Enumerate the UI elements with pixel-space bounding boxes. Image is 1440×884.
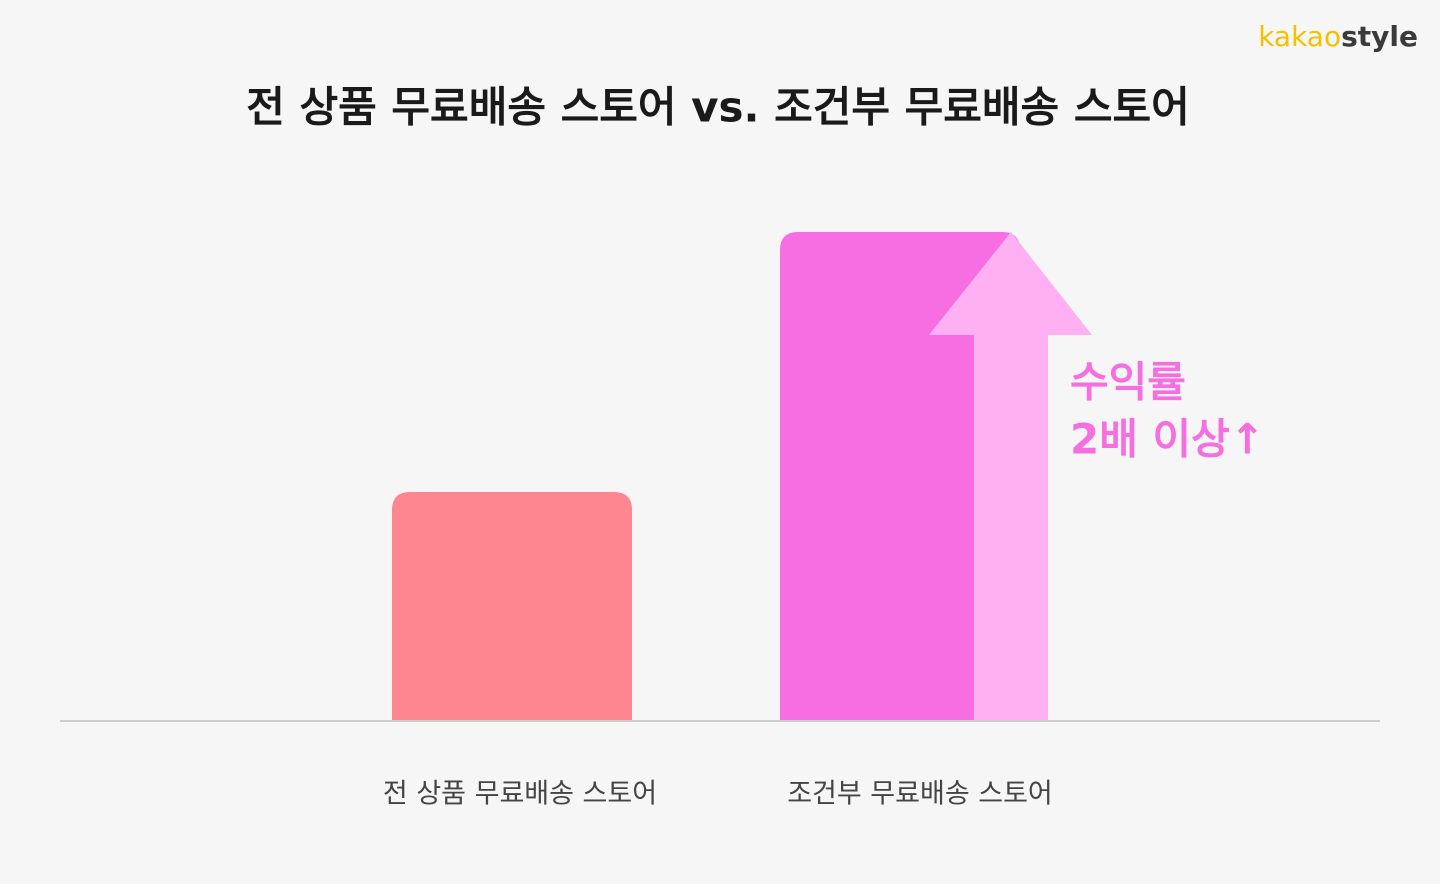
brand-logo: kakaostyle (1258, 20, 1418, 53)
brand-part: kakao (1258, 20, 1341, 53)
brand-part: style (1341, 20, 1418, 53)
growth-arrow (929, 232, 1092, 720)
arrow (929, 232, 1092, 720)
bar (780, 232, 1020, 720)
x-tick-label: 조건부 무료배송 스토어 (787, 779, 1053, 810)
chart-title: 전 상품 무료배송 스토어 vs. 조건부 무료배송 스토어 (246, 83, 1190, 132)
x-tick-label: 전 상품 무료배송 스토어 (383, 779, 657, 810)
bars (392, 232, 1020, 720)
bar (392, 491, 632, 720)
annotation: 수익률 (1070, 358, 1186, 407)
annotation: 2배 이상↑ (1070, 415, 1265, 464)
